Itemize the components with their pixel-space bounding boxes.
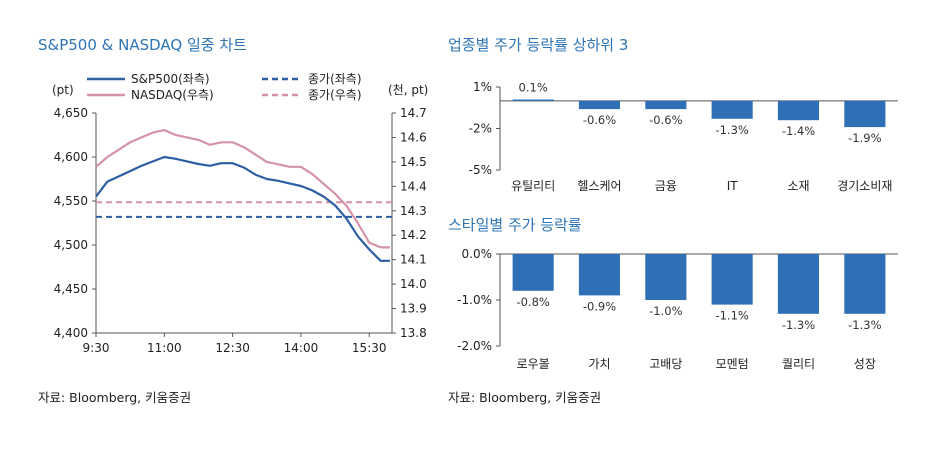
style-y-tick-label: -1.0% bbox=[457, 293, 492, 307]
left-y-tick-label: 4,550 bbox=[54, 194, 88, 208]
x-tick-label: 15:30 bbox=[352, 341, 387, 355]
legend-nasdaq-label: NASDAQ(우측) bbox=[131, 88, 214, 102]
right-source-note: 자료: Bloomberg, 키움증권 bbox=[448, 390, 602, 405]
style-bar bbox=[711, 254, 753, 305]
x-tick-label: 12:30 bbox=[215, 341, 250, 355]
style-value-label: -0.9% bbox=[583, 299, 616, 313]
style-bar bbox=[777, 254, 819, 314]
right-y-tick-label: 14.7 bbox=[400, 106, 427, 120]
style-y-tick-label: -2.0% bbox=[457, 339, 492, 353]
left-y-tick-label: 4,500 bbox=[54, 238, 88, 252]
sector-bar bbox=[645, 100, 687, 110]
right-y-tick-label: 14.5 bbox=[400, 155, 427, 169]
right-y-tick-label: 14.3 bbox=[400, 204, 427, 218]
right-y-tick-label: 14.2 bbox=[400, 228, 427, 242]
legend-close-left-label: 종가(좌측) bbox=[308, 72, 362, 86]
style-bar bbox=[844, 254, 886, 314]
sector-category-label: 소재 bbox=[787, 179, 809, 193]
sector-y-tick-label: -5% bbox=[469, 163, 492, 177]
sector-category-label: 헬스케어 bbox=[577, 179, 621, 193]
sector-category-label: 유틸리티 bbox=[511, 179, 555, 193]
style-category-label: 모멘텀 bbox=[716, 357, 749, 371]
style-category-label: 고배당 bbox=[649, 357, 682, 371]
legend-sp500-label: S&P500(좌측) bbox=[131, 72, 210, 86]
left-y-tick-label: 4,650 bbox=[54, 106, 88, 120]
style-chart-title: 스타일별 주가 등락률 bbox=[448, 216, 582, 234]
style-category-label: 로우볼 bbox=[517, 357, 550, 371]
sector-value-label: 0.1% bbox=[519, 80, 548, 94]
left-y-tick-label: 4,600 bbox=[54, 150, 88, 164]
sp500-line bbox=[95, 155, 390, 262]
left-chart-title: S&P500 & NASDAQ 일중 차트 bbox=[38, 36, 247, 54]
style-value-label: -1.3% bbox=[782, 318, 815, 332]
right-y-tick-label: 13.8 bbox=[400, 326, 427, 340]
sector-y-tick-label: 1% bbox=[473, 80, 492, 94]
style-value-label: -1.0% bbox=[649, 304, 682, 318]
sector-value-label: -1.3% bbox=[715, 123, 748, 137]
left-y-tick-label: 4,400 bbox=[54, 326, 88, 340]
style-bar bbox=[512, 254, 554, 291]
left-y-tick-label: 4,450 bbox=[54, 282, 88, 296]
right-y-tick-label: 14.4 bbox=[400, 179, 427, 193]
x-tick-label: 14:00 bbox=[284, 341, 319, 355]
style-category-label: 퀄리티 bbox=[782, 357, 815, 371]
sector-bar bbox=[578, 100, 620, 110]
right-y-tick-label: 14.1 bbox=[400, 253, 427, 267]
sector-category-label: IT bbox=[727, 179, 739, 193]
right-y-tick-label: 14.0 bbox=[400, 277, 427, 291]
style-category-label: 가치 bbox=[588, 357, 610, 371]
left-unit-label: (pt) bbox=[52, 83, 74, 97]
sector-bar bbox=[777, 100, 819, 121]
sector-value-label: -0.6% bbox=[649, 113, 682, 127]
x-tick-label: 9:30 bbox=[83, 341, 110, 355]
sector-chart-title: 업종별 주가 등락률 상하위 3 bbox=[448, 36, 629, 54]
sector-bar bbox=[711, 100, 753, 119]
nasdaq-line bbox=[95, 129, 390, 249]
style-bar bbox=[578, 254, 620, 296]
sector-bar bbox=[844, 100, 886, 128]
right-y-tick-label: 14.6 bbox=[400, 130, 427, 144]
sector-bar bbox=[512, 99, 554, 101]
style-value-label: -1.1% bbox=[715, 309, 748, 323]
style-category-label: 성장 bbox=[854, 357, 876, 371]
legend-close-right-label: 종가(우측) bbox=[308, 88, 362, 102]
left-source-note: 자료: Bloomberg, 키움증권 bbox=[38, 390, 192, 405]
sector-category-label: 금융 bbox=[655, 179, 677, 193]
sector-category-label: 경기소비재 bbox=[837, 179, 892, 193]
x-tick-label: 11:00 bbox=[147, 341, 182, 355]
sector-value-label: -1.4% bbox=[782, 124, 815, 138]
right-y-tick-label: 13.9 bbox=[400, 302, 427, 316]
right-unit-label: (천, pt) bbox=[388, 82, 428, 97]
style-value-label: -1.3% bbox=[848, 318, 881, 332]
sector-value-label: -1.9% bbox=[848, 131, 881, 145]
sector-value-label: -0.6% bbox=[583, 113, 616, 127]
style-y-tick-label: 0.0% bbox=[462, 247, 493, 261]
style-bar bbox=[645, 254, 687, 300]
sector-y-tick-label: -2% bbox=[469, 122, 492, 136]
style-value-label: -0.8% bbox=[516, 295, 549, 309]
